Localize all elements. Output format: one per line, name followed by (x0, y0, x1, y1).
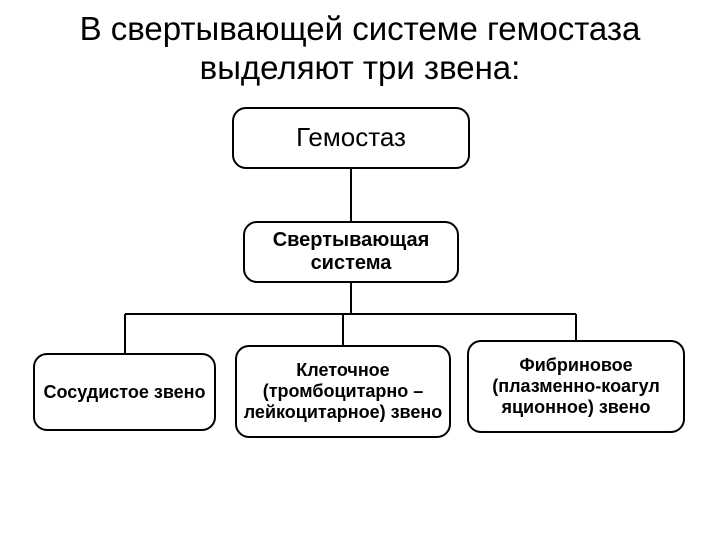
node-leaf1-label: Сосудистое звено (43, 382, 205, 403)
node-leaf-fibrin: Фибриновое (плазменно-коагул яционное) з… (467, 340, 685, 433)
node-mid-label: Свертывающая система (245, 229, 457, 275)
node-leaf3-label: Фибриновое (плазменно-коагул яционное) з… (469, 355, 683, 417)
node-mid: Свертывающая система (243, 221, 459, 283)
diagram-title: В свертывающей системе гемостаза выделяю… (0, 0, 720, 88)
node-leaf-cellular: Клеточное (тромбоцитарно – лейкоцитарное… (235, 345, 451, 438)
node-root-label: Гемостаз (296, 123, 406, 153)
node-leaf-vascular: Сосудистое звено (33, 353, 216, 431)
node-root: Гемостаз (232, 107, 470, 169)
node-leaf2-label: Клеточное (тромбоцитарно – лейкоцитарное… (237, 360, 449, 422)
